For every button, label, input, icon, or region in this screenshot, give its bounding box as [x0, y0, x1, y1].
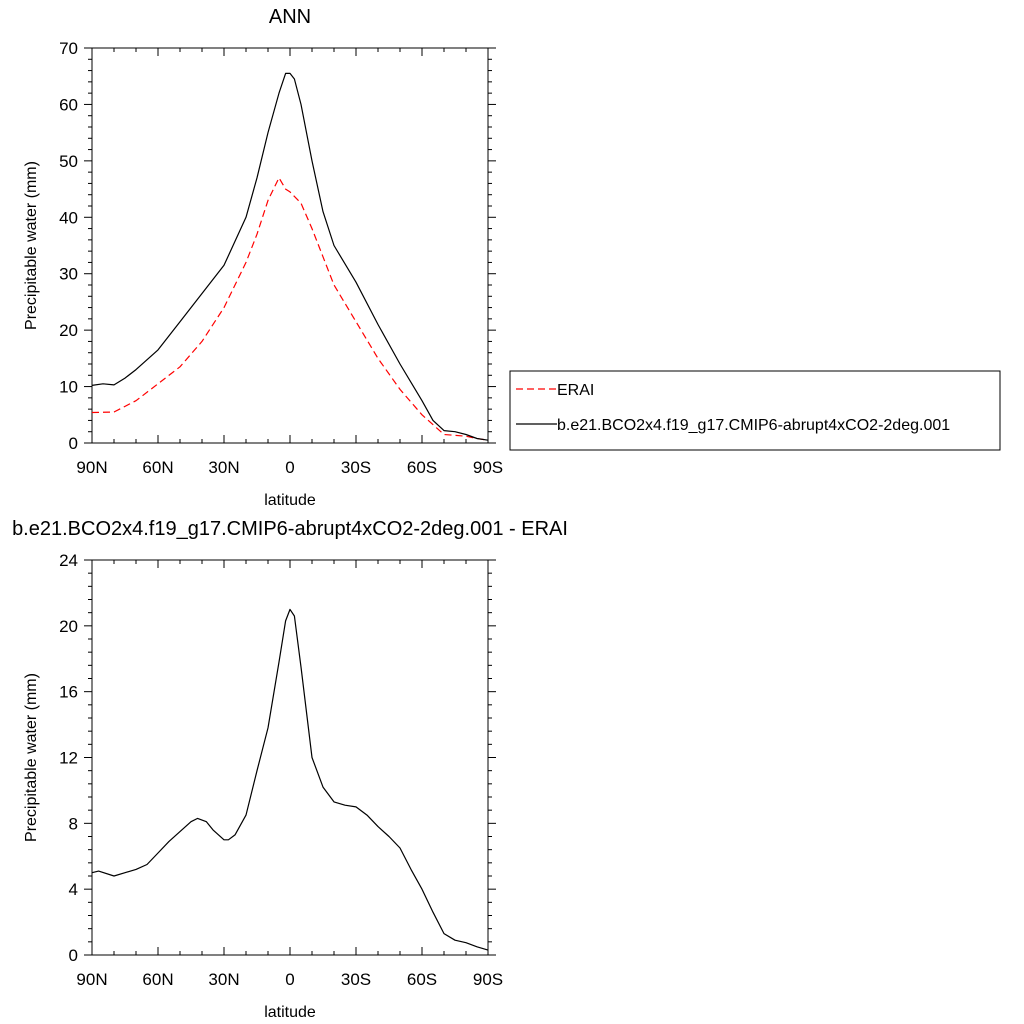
- x-tick-label: 60N: [142, 970, 173, 989]
- y-tick-label: 20: [59, 321, 78, 340]
- plot-frame: [91, 47, 489, 444]
- y-tick-label: 40: [59, 208, 78, 227]
- chart-title: b.e21.BCO2x4.f19_g17.CMIP6-abrupt4xCO2-2…: [12, 518, 568, 540]
- x-tick-label: 30S: [341, 970, 371, 989]
- x-tick-label: 0: [285, 458, 294, 477]
- x-axis-label: latitude: [264, 492, 316, 509]
- y-tick-label: 50: [59, 152, 78, 171]
- legend-label: b.e21.BCO2x4.f19_g17.CMIP6-abrupt4xCO2-2…: [557, 417, 950, 434]
- x-tick-label: 60S: [407, 458, 437, 477]
- y-axis-label: Precipitable water (mm): [23, 673, 40, 842]
- y-axis-label: Precipitable water (mm): [23, 161, 40, 330]
- y-tick-label: 20: [59, 617, 78, 636]
- x-tick-label: 30S: [341, 458, 371, 477]
- legend-box: [509, 370, 1001, 451]
- y-tick-label: 12: [59, 749, 78, 768]
- x-tick-label: 60S: [407, 970, 437, 989]
- series-line-erai: [91, 177, 489, 441]
- y-tick-label: 10: [59, 378, 78, 397]
- y-tick-label: 24: [59, 551, 78, 570]
- x-tick-label: 30N: [208, 970, 239, 989]
- x-tick-label: 90N: [76, 458, 107, 477]
- x-tick-label: 60N: [142, 458, 173, 477]
- legend-label: ERAI: [557, 382, 594, 399]
- y-tick-label: 4: [69, 880, 78, 899]
- x-tick-label: 90S: [473, 970, 503, 989]
- panel-difference: b.e21.BCO2x4.f19_g17.CMIP6-abrupt4xCO2-2…: [12, 518, 568, 1021]
- x-tick-label: 90S: [473, 458, 503, 477]
- legend: ERAI b.e21.BCO2x4.f19_g17.CMIP6-abrupt4xC…: [509, 370, 1001, 451]
- x-tick-label: 30N: [208, 458, 239, 477]
- series-line-line-0: [91, 608, 489, 951]
- y-tick-label: 0: [69, 434, 78, 453]
- y-tick-label: 30: [59, 265, 78, 284]
- y-tick-label: 70: [59, 39, 78, 58]
- x-axis-label: latitude: [264, 1004, 316, 1021]
- plot-frame: [91, 559, 489, 956]
- chart-title: ANN: [269, 6, 311, 28]
- x-tick-label: 0: [285, 970, 294, 989]
- y-tick-label: 60: [59, 95, 78, 114]
- panel-annual-mean: ANN 90N 60N 30N 0 30S 60S 90S 0 10 20 30 40 50 60 70 lat…: [23, 6, 503, 509]
- y-tick-label: 16: [59, 683, 78, 702]
- y-tick-label: 8: [69, 814, 78, 833]
- series-line-b-e21-bco2x4-f19-g17-cmip6-abrupt4xco2-2deg-001: [91, 72, 489, 441]
- y-tick-label: 0: [69, 946, 78, 965]
- x-tick-label: 90N: [76, 970, 107, 989]
